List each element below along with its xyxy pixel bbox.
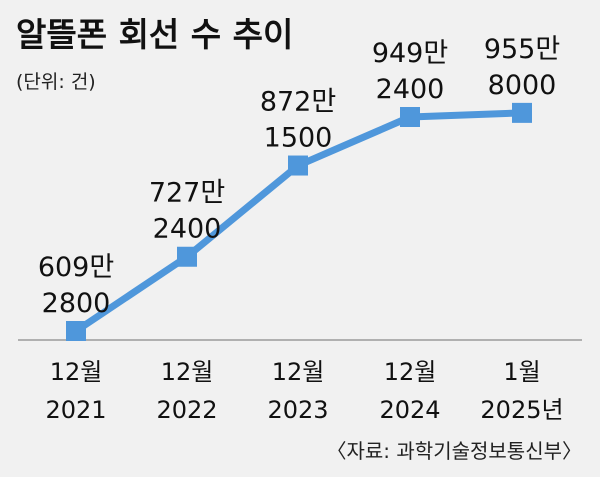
data-point-3 (288, 155, 308, 176)
data-label-5-line-2: 8000 (488, 70, 557, 101)
chart-title: 알뜰폰 회선 수 추이 (16, 15, 293, 54)
data-label-4-line-2: 2400 (376, 74, 445, 105)
x-tick-label-3-line-1: 12월 (272, 358, 325, 386)
x-tick-label-1-line-1: 12월 (50, 358, 103, 386)
data-point-1 (66, 321, 86, 341)
source-note: 〈자료: 과학기술정보통신부〉 (327, 439, 583, 463)
data-label-1-line-1: 609만 (38, 252, 114, 283)
data-point-4 (400, 107, 420, 127)
data-label-2-line-2: 2400 (153, 214, 222, 245)
data-point-2 (177, 246, 197, 267)
x-tick-label-4-line-2: 2024 (379, 396, 440, 424)
data-label-3-line-2: 1500 (264, 123, 333, 154)
x-tick-label-1-line-2: 2021 (45, 396, 106, 424)
x-tick-label-4-line-1: 12월 (384, 358, 437, 386)
x-tick-label-2-line-1: 12월 (161, 358, 214, 386)
data-label-2-line-1: 727만 (149, 178, 225, 209)
data-label-1-line-2: 2800 (42, 288, 111, 319)
data-label-4-line-1: 949만 (372, 38, 448, 69)
x-tick-label-2-line-2: 2022 (156, 396, 217, 424)
unit-label: (단위: 건) (16, 71, 96, 93)
x-tick-label-5-line-2: 2025년 (480, 396, 563, 424)
x-tick-label-5-line-1: 1월 (503, 358, 540, 386)
data-label-5-line-1: 955만 (484, 34, 560, 65)
data-label-3-line-1: 872만 (260, 87, 336, 118)
x-tick-label-3-line-2: 2023 (267, 396, 328, 424)
data-point-5 (512, 102, 532, 123)
